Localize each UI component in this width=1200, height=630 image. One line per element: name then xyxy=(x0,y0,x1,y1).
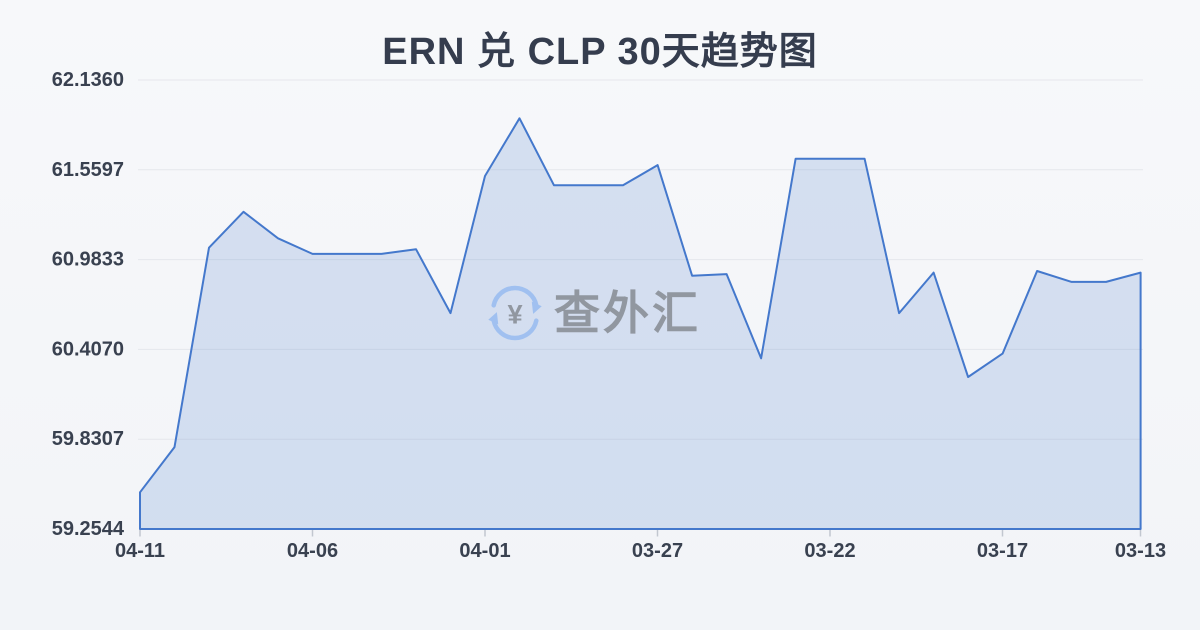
area-series xyxy=(139,117,1142,530)
x-axis-ticks xyxy=(139,530,1142,537)
x-tick-label: 03-27 xyxy=(632,540,683,562)
x-tick-label: 04-06 xyxy=(287,540,338,562)
x-tick-label: 03-13 xyxy=(1115,540,1166,562)
y-axis-labels: 62.1360 61.5597 60.9833 60.4070 59.8307 … xyxy=(52,69,125,540)
y-tick-label: 60.9833 xyxy=(52,249,124,271)
x-axis-labels: 04-11 04-06 04-01 03-27 03-22 03-17 03-1… xyxy=(115,540,1166,562)
y-tick-label: 62.1360 xyxy=(52,69,124,91)
y-tick-label: 60.4070 xyxy=(52,338,124,360)
y-tick-label: 61.5597 xyxy=(52,159,124,181)
y-tick-label: 59.2544 xyxy=(52,518,125,540)
chart-title: ERN 兑 CLP 30天趋势图 xyxy=(382,31,818,73)
x-tick-label: 03-22 xyxy=(804,540,855,562)
x-tick-label: 04-11 xyxy=(115,540,165,562)
gridlines xyxy=(138,79,1143,440)
x-tick-label: 03-17 xyxy=(977,540,1028,562)
x-tick-label: 04-01 xyxy=(459,540,510,562)
y-tick-label: 59.8307 xyxy=(52,428,124,450)
